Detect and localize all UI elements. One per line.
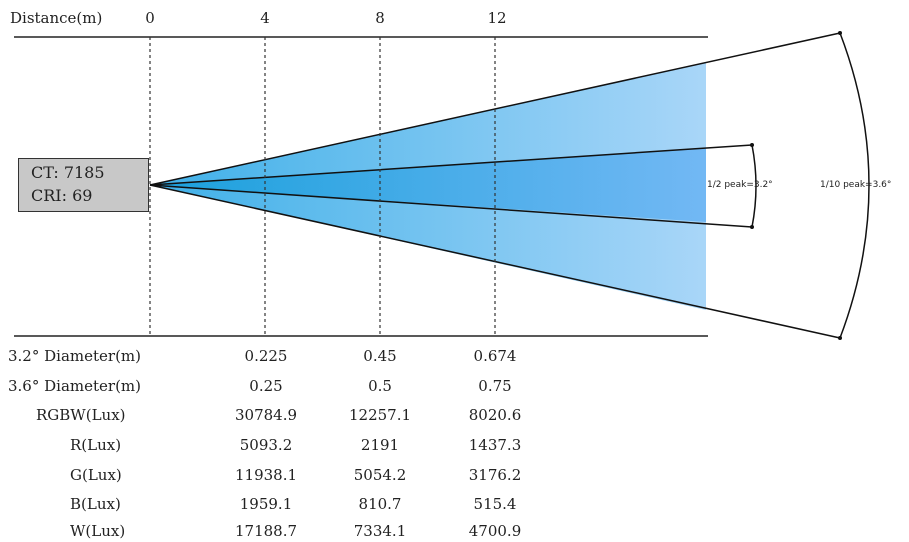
tenth-peak-label: 1/10 peak=3.6° [820, 180, 892, 190]
distance-label: Distance(m) [10, 9, 103, 27]
cell-diam36-12: 0.75 [478, 377, 512, 395]
cell-w-12: 4700.9 [468, 522, 522, 540]
cell-b-4: 1959.1 [239, 495, 293, 513]
cell-r-4: 5093.2 [239, 436, 293, 454]
cell-rgbw-12: 8020.6 [468, 406, 522, 424]
row-label-r: R(Lux) [70, 436, 122, 454]
inner-beam-bottom-edge [149, 184, 753, 228]
row-label-w: W(Lux) [70, 522, 126, 540]
distance-tick-12: 12 [487, 9, 507, 27]
row-label-b: B(Lux) [70, 495, 121, 513]
inner-beam [150, 148, 706, 222]
cell-r-12: 1437.3 [468, 436, 522, 454]
row-label-diam32: 3.2° Diameter(m) [8, 347, 141, 365]
fixture-ct: CT: 7185 [31, 163, 105, 182]
cell-diam32-4: 0.225 [244, 347, 288, 365]
cell-w-8: 7334.1 [353, 522, 407, 540]
row-label-g: G(Lux) [70, 466, 122, 484]
cell-diam32-12: 0.674 [473, 347, 517, 365]
inner-angle-arc [751, 144, 757, 228]
cell-b-12: 515.4 [473, 495, 517, 513]
distance-tick-8: 8 [375, 9, 385, 27]
inner-beam-top-edge [149, 144, 753, 186]
cell-g-8: 5054.2 [353, 466, 407, 484]
cell-diam36-4: 0.25 [249, 377, 283, 395]
cell-rgbw-4: 30784.9 [234, 406, 298, 424]
cell-w-4: 17188.7 [234, 522, 298, 540]
cell-r-8: 2191 [360, 436, 400, 454]
distance-tick-0: 0 [145, 9, 155, 27]
row-label-rgbw: RGBW(Lux) [36, 406, 126, 424]
fixture-cri: CRI: 69 [31, 186, 93, 205]
cell-diam32-8: 0.45 [363, 347, 397, 365]
distance-tick-4: 4 [260, 9, 270, 27]
cell-b-8: 810.7 [358, 495, 402, 513]
outer-angle-arc [839, 32, 870, 339]
row-label-diam36: 3.6° Diameter(m) [8, 377, 141, 395]
cell-g-4: 11938.1 [234, 466, 298, 484]
cell-g-12: 3176.2 [468, 466, 522, 484]
fixture-box: CT: 7185 CRI: 69 [18, 158, 149, 212]
cell-rgbw-8: 12257.1 [348, 406, 412, 424]
cell-diam36-8: 0.5 [368, 377, 392, 395]
half-peak-label: 1/2 peak=3.2° [707, 180, 773, 190]
